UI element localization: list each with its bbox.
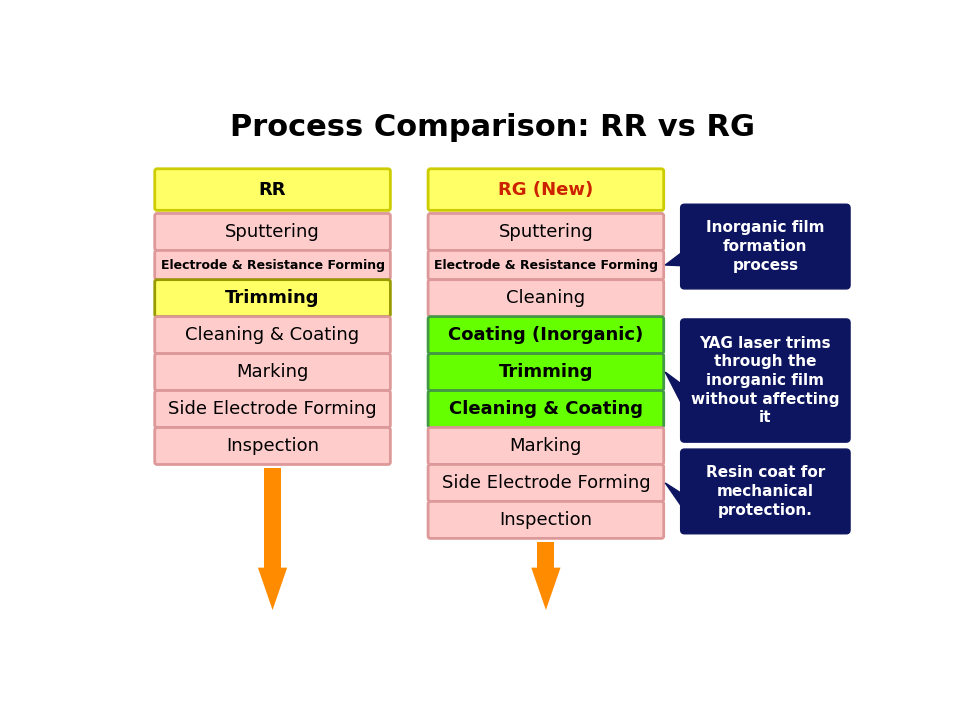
Text: Marking: Marking bbox=[510, 437, 582, 455]
Text: Resin coat for
mechanical
protection.: Resin coat for mechanical protection. bbox=[706, 465, 825, 518]
Text: Side Electrode Forming: Side Electrode Forming bbox=[442, 474, 650, 492]
Bar bbox=[538, 277, 554, 282]
FancyBboxPatch shape bbox=[681, 319, 850, 442]
FancyBboxPatch shape bbox=[155, 390, 391, 428]
FancyBboxPatch shape bbox=[428, 317, 663, 354]
Text: RG (New): RG (New) bbox=[498, 181, 593, 199]
Bar bbox=[538, 388, 554, 393]
Text: Trimming: Trimming bbox=[226, 289, 320, 307]
FancyBboxPatch shape bbox=[428, 390, 663, 428]
Polygon shape bbox=[665, 372, 684, 410]
Bar bbox=[264, 277, 281, 282]
Text: YAG laser trims
through the
inorganic film
without affecting
it: YAG laser trims through the inorganic fi… bbox=[691, 336, 840, 426]
FancyBboxPatch shape bbox=[155, 213, 391, 251]
Text: Inorganic film
formation
process: Inorganic film formation process bbox=[707, 220, 825, 273]
FancyBboxPatch shape bbox=[428, 428, 663, 464]
FancyBboxPatch shape bbox=[428, 168, 663, 210]
Bar bbox=[264, 248, 281, 253]
FancyBboxPatch shape bbox=[428, 251, 663, 279]
Bar bbox=[264, 388, 281, 393]
Text: Electrode & Resistance Forming: Electrode & Resistance Forming bbox=[160, 258, 385, 271]
Polygon shape bbox=[531, 567, 561, 610]
Text: Sputtering: Sputtering bbox=[226, 223, 320, 241]
Bar bbox=[538, 351, 554, 356]
FancyBboxPatch shape bbox=[155, 354, 391, 390]
Bar bbox=[538, 426, 554, 430]
Polygon shape bbox=[665, 251, 684, 266]
FancyBboxPatch shape bbox=[428, 501, 663, 539]
FancyBboxPatch shape bbox=[155, 428, 391, 464]
Bar bbox=[264, 468, 281, 567]
Text: Trimming: Trimming bbox=[498, 363, 593, 381]
Bar bbox=[538, 315, 554, 319]
Bar bbox=[538, 499, 554, 504]
Text: Cleaning & Coating: Cleaning & Coating bbox=[185, 326, 360, 344]
Text: Marking: Marking bbox=[236, 363, 309, 381]
FancyBboxPatch shape bbox=[681, 449, 850, 534]
Text: RR: RR bbox=[259, 181, 286, 199]
FancyBboxPatch shape bbox=[428, 279, 663, 317]
FancyBboxPatch shape bbox=[155, 251, 391, 279]
Text: Cleaning & Coating: Cleaning & Coating bbox=[449, 400, 643, 418]
Polygon shape bbox=[665, 483, 684, 510]
FancyBboxPatch shape bbox=[428, 354, 663, 390]
Bar bbox=[538, 248, 554, 253]
Bar bbox=[538, 542, 554, 567]
Text: Process Comparison: RR vs RG: Process Comparison: RR vs RG bbox=[229, 113, 755, 143]
FancyBboxPatch shape bbox=[155, 168, 391, 210]
Text: Inspection: Inspection bbox=[499, 511, 592, 529]
Bar bbox=[264, 426, 281, 430]
FancyBboxPatch shape bbox=[428, 464, 663, 501]
Bar bbox=[264, 351, 281, 356]
Text: Electrode & Resistance Forming: Electrode & Resistance Forming bbox=[434, 258, 658, 271]
Text: Cleaning: Cleaning bbox=[506, 289, 586, 307]
FancyBboxPatch shape bbox=[155, 279, 391, 317]
Text: Coating (Inorganic): Coating (Inorganic) bbox=[448, 326, 643, 344]
Polygon shape bbox=[258, 567, 287, 610]
FancyBboxPatch shape bbox=[155, 317, 391, 354]
Bar bbox=[538, 462, 554, 467]
FancyBboxPatch shape bbox=[681, 204, 850, 289]
FancyBboxPatch shape bbox=[428, 213, 663, 251]
Text: Inspection: Inspection bbox=[226, 437, 319, 455]
Text: Sputtering: Sputtering bbox=[498, 223, 593, 241]
Text: Side Electrode Forming: Side Electrode Forming bbox=[168, 400, 377, 418]
Bar bbox=[264, 315, 281, 319]
